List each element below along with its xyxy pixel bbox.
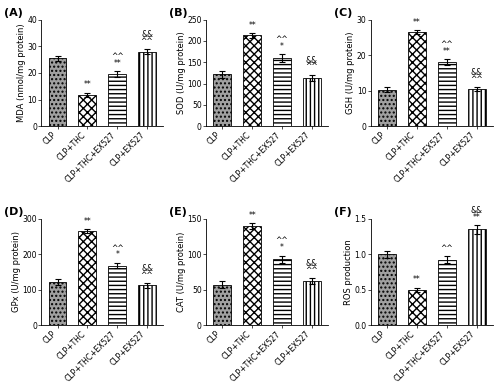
Text: **: ** — [443, 47, 450, 56]
Bar — [214, 74, 232, 126]
Y-axis label: SOD (U/mg protein): SOD (U/mg protein) — [177, 32, 186, 114]
Text: (C): (C) — [334, 7, 352, 18]
Bar — [303, 78, 321, 126]
Text: ^^: ^^ — [306, 266, 318, 275]
Bar — [108, 74, 126, 126]
Text: ^^: ^^ — [140, 271, 153, 280]
Text: **: ** — [413, 275, 421, 284]
Text: ^^: ^^ — [470, 75, 483, 84]
Y-axis label: GPx (U/mg protein): GPx (U/mg protein) — [12, 231, 21, 312]
Bar — [468, 229, 485, 325]
Text: ^^: ^^ — [276, 35, 288, 44]
Bar — [243, 35, 261, 126]
Text: ^^: ^^ — [440, 244, 453, 253]
Bar — [468, 89, 485, 126]
Text: ^^: ^^ — [140, 37, 153, 46]
Bar — [138, 285, 156, 325]
Text: **: ** — [84, 217, 91, 226]
Text: *: * — [116, 250, 119, 259]
Bar — [138, 51, 156, 126]
Text: **: ** — [248, 211, 256, 220]
Y-axis label: CAT (U/mg protein): CAT (U/mg protein) — [177, 232, 186, 312]
Text: &&: && — [470, 206, 482, 215]
Text: (B): (B) — [170, 7, 188, 18]
Text: **: ** — [473, 213, 480, 222]
Bar — [78, 95, 96, 126]
Bar — [48, 282, 66, 325]
Bar — [273, 259, 291, 325]
Bar — [303, 281, 321, 325]
Text: &&: && — [470, 68, 482, 77]
Bar — [78, 231, 96, 325]
Y-axis label: ROS production: ROS production — [344, 239, 353, 305]
Text: (D): (D) — [4, 207, 24, 216]
Text: *: * — [280, 42, 284, 51]
Bar — [408, 32, 426, 126]
Bar — [378, 254, 396, 325]
Text: ^^: ^^ — [440, 40, 453, 49]
Text: &&: && — [306, 259, 318, 268]
Bar — [243, 226, 261, 325]
Text: (A): (A) — [4, 7, 24, 18]
Bar — [378, 90, 396, 126]
Text: ^^: ^^ — [306, 62, 318, 71]
Y-axis label: MDA (nmol/mg protein): MDA (nmol/mg protein) — [17, 24, 26, 122]
Text: ^^: ^^ — [276, 236, 288, 245]
Bar — [48, 58, 66, 126]
Text: ^^: ^^ — [111, 244, 124, 253]
Text: &&: && — [306, 55, 318, 64]
Text: (F): (F) — [334, 207, 352, 216]
Text: &&: && — [141, 30, 153, 39]
Bar — [108, 266, 126, 325]
Text: (E): (E) — [170, 207, 187, 216]
Text: *: * — [280, 243, 284, 252]
Bar — [438, 62, 456, 126]
Text: **: ** — [413, 18, 421, 27]
Bar — [438, 260, 456, 325]
Text: &&: && — [141, 264, 153, 273]
Y-axis label: GSH (U/mg protein): GSH (U/mg protein) — [346, 32, 356, 114]
Bar — [214, 285, 232, 325]
Bar — [273, 58, 291, 126]
Text: **: ** — [84, 80, 91, 89]
Text: ^^: ^^ — [111, 52, 124, 61]
Bar — [408, 290, 426, 325]
Text: **: ** — [248, 21, 256, 30]
Text: **: ** — [114, 59, 121, 68]
